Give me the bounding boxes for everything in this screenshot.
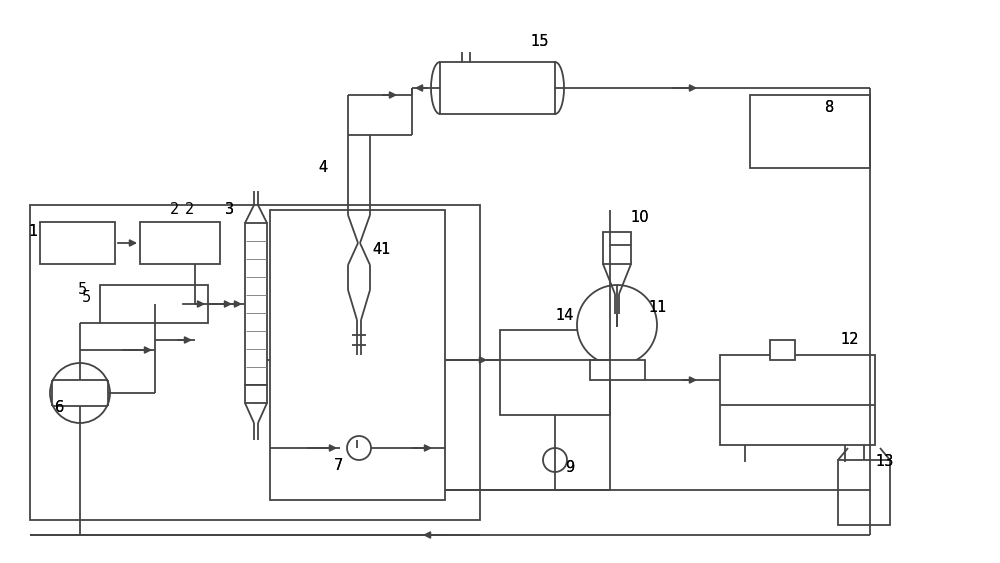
- Circle shape: [50, 363, 110, 423]
- Bar: [770, 340, 795, 360]
- Bar: [245, 385, 267, 403]
- Text: 5: 5: [78, 283, 87, 297]
- Text: 12: 12: [840, 333, 859, 347]
- Text: 6: 6: [55, 400, 64, 415]
- Text: 12: 12: [840, 333, 859, 347]
- Text: 14: 14: [555, 307, 574, 323]
- Text: 15: 15: [530, 34, 548, 50]
- Text: 41: 41: [372, 243, 390, 257]
- Text: 15: 15: [530, 34, 548, 50]
- Bar: [140, 222, 220, 264]
- Text: 11: 11: [648, 301, 666, 315]
- Bar: [720, 355, 875, 445]
- Text: 13: 13: [875, 454, 893, 470]
- Bar: [838, 460, 890, 525]
- Text: 9: 9: [565, 459, 574, 475]
- Bar: [245, 223, 267, 385]
- Text: 3: 3: [225, 203, 234, 217]
- Circle shape: [543, 448, 567, 472]
- Bar: [590, 360, 645, 380]
- Bar: [500, 330, 610, 415]
- Bar: [603, 232, 631, 264]
- Text: 10: 10: [630, 211, 649, 226]
- Bar: [270, 210, 445, 500]
- Text: 14: 14: [555, 307, 574, 323]
- Text: 1: 1: [28, 225, 37, 239]
- Text: 3: 3: [225, 203, 234, 217]
- Bar: [100, 285, 208, 323]
- Text: 8: 8: [825, 101, 834, 115]
- Text: 7: 7: [334, 458, 343, 472]
- Text: 11: 11: [648, 301, 666, 315]
- Text: 4: 4: [318, 160, 327, 176]
- Bar: [30, 205, 480, 520]
- Text: 1: 1: [28, 225, 37, 239]
- Text: 13: 13: [875, 454, 893, 470]
- Text: 10: 10: [630, 211, 649, 226]
- Text: 2: 2: [170, 203, 179, 217]
- Bar: [440, 62, 555, 114]
- Circle shape: [577, 285, 657, 365]
- Text: 4: 4: [318, 160, 327, 176]
- Text: 9: 9: [565, 459, 574, 475]
- Text: 41: 41: [372, 243, 390, 257]
- Text: 8: 8: [825, 101, 834, 115]
- Text: 6: 6: [55, 400, 64, 415]
- Bar: [750, 95, 870, 168]
- Text: 7: 7: [334, 458, 343, 472]
- Text: 2: 2: [185, 203, 194, 217]
- Text: 5: 5: [82, 291, 91, 306]
- Bar: [40, 222, 115, 264]
- Circle shape: [347, 436, 371, 460]
